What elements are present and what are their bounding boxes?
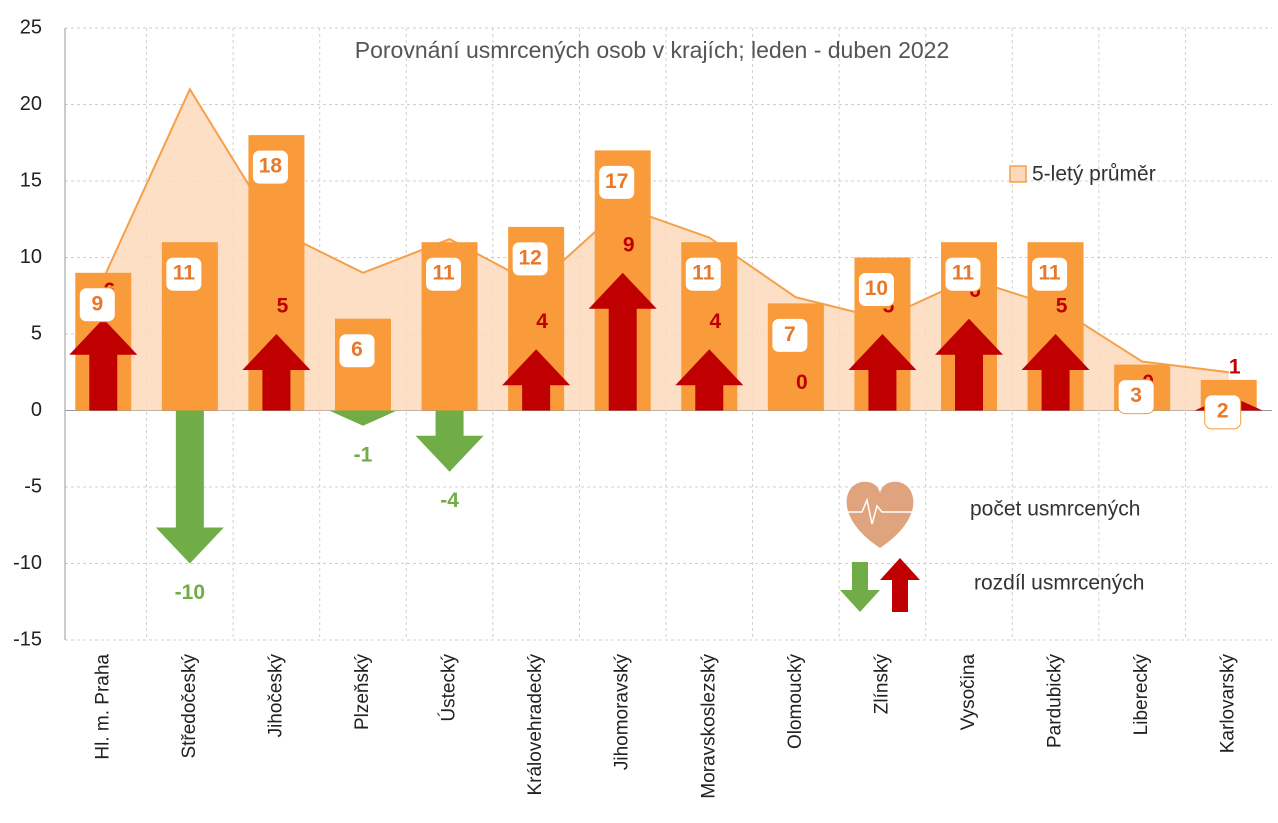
- bar-value-text: 3: [1130, 384, 1142, 407]
- pulse-icon: [835, 497, 930, 525]
- x-tick-label: Jihomoravský: [612, 654, 633, 771]
- arrow-value-label: 4: [536, 310, 548, 333]
- label-box: [511, 241, 549, 277]
- arrow-value-label: -4: [440, 489, 459, 512]
- label-box: [598, 164, 636, 200]
- bar-value-text: 18: [259, 155, 283, 178]
- bar-value-label: 6: [338, 333, 376, 369]
- label-box: [1031, 256, 1069, 292]
- legend-label: 5-letý průměr: [1032, 163, 1156, 186]
- x-tick-label: Hl. m. Praha: [92, 654, 113, 760]
- bar-value-text: 11: [432, 262, 455, 285]
- x-tick-label: Olomoucký: [785, 654, 806, 750]
- x-tick-label: Plzeňský: [352, 654, 373, 731]
- bar-value-label: 2: [1204, 394, 1242, 430]
- bar-value-text: 11: [692, 262, 715, 285]
- up-arrow-icon: [880, 558, 920, 612]
- bar-value-text: 12: [518, 246, 541, 269]
- arrow: [69, 318, 138, 411]
- arrow-value-label: -1: [354, 443, 373, 466]
- arrow: [242, 334, 311, 411]
- arrow: [588, 272, 657, 411]
- arrow: [155, 410, 224, 564]
- bar-value-label: 11: [1031, 256, 1069, 292]
- label-box: [771, 317, 809, 353]
- bar-value-text: 11: [952, 262, 975, 285]
- x-tick-label: Zlínský: [871, 654, 892, 715]
- label-box: [338, 333, 376, 369]
- y-tick-label: 5: [31, 322, 42, 344]
- bar-value-label: 11: [165, 256, 203, 292]
- y-tick-label: 15: [20, 169, 42, 191]
- x-tick-label: Vysočina: [958, 654, 979, 731]
- label-box: [944, 256, 982, 292]
- bar-value-label: 3: [1117, 379, 1155, 415]
- arrow: [1021, 334, 1090, 411]
- bar-value-text: 7: [784, 323, 796, 346]
- down-arrow-icon: [840, 562, 880, 612]
- arrow-value-label: 5: [277, 295, 289, 318]
- arrow-value-label: 0: [796, 371, 808, 394]
- arrow-value-label: 4: [709, 310, 721, 333]
- bar-value-label: 10: [857, 272, 895, 307]
- bar-value-text: 11: [1038, 262, 1061, 285]
- bar-value-label: 17: [598, 164, 636, 200]
- legend-swatch: [1009, 165, 1027, 183]
- x-tick-label: Liberecký: [1131, 654, 1152, 736]
- legend-label: počet usmrcených: [970, 498, 1140, 521]
- x-tick-label: Jihočeský: [265, 654, 286, 738]
- arrow: [502, 349, 571, 411]
- y-tick-label: 0: [31, 399, 42, 421]
- x-tick-label: Královehradecký: [525, 654, 546, 796]
- arrow-value-label: 1: [1229, 356, 1241, 379]
- bar-value-text: 2: [1217, 399, 1229, 422]
- legend-label: rozdíl usmrcených: [974, 572, 1144, 595]
- y-tick-label: 25: [20, 16, 42, 38]
- label-box: [1117, 379, 1155, 415]
- arrow-value-label: -10: [175, 581, 205, 604]
- bar-value-label: 12: [511, 241, 549, 277]
- bar-value-label: 11: [944, 256, 982, 292]
- label-box: [78, 287, 116, 323]
- arrow: [935, 318, 1003, 411]
- arrow: [675, 349, 744, 411]
- label-box: [251, 149, 289, 185]
- y-tick-label: -10: [13, 552, 42, 574]
- x-tick-label: Moravskoslezský: [698, 654, 719, 799]
- y-tick-label: 10: [20, 246, 42, 268]
- x-tick-label: Karlovarský: [1218, 654, 1239, 754]
- x-tick-label: Pardubický: [1045, 654, 1066, 748]
- x-tick-label: Středočeský: [179, 654, 200, 759]
- y-tick-label: -5: [24, 475, 42, 497]
- y-tick-label: -15: [13, 628, 42, 650]
- bar-value-label: 7: [771, 317, 809, 353]
- arrow-value-label: 9: [623, 233, 635, 256]
- x-tick-label: Ústecký: [438, 654, 460, 722]
- arrow: [329, 410, 397, 426]
- bar-value-text: 6: [351, 338, 363, 361]
- arrow: [848, 334, 917, 411]
- bar-value-label: 18: [251, 149, 289, 185]
- label-box: [425, 256, 463, 292]
- bar-value-label: 9: [78, 287, 116, 323]
- bar-value-text: 17: [605, 170, 628, 193]
- legend-icons: [835, 481, 930, 612]
- bar-value-text: 11: [173, 262, 196, 285]
- y-tick-label: 20: [20, 93, 42, 115]
- label-box: [857, 272, 895, 307]
- bar-value-text: 10: [865, 277, 888, 300]
- label-box: [1204, 394, 1242, 430]
- arrow-value-label: 5: [1056, 295, 1068, 318]
- label-box: [684, 256, 722, 292]
- label-box: [165, 256, 203, 292]
- chart-title: Porovnání usmrcených osob v krajích; led…: [355, 37, 950, 63]
- bar-value-label: 11: [425, 256, 463, 292]
- bar-value-label: 11: [684, 256, 722, 292]
- arrow: [415, 410, 484, 472]
- bar-value-text: 9: [91, 292, 103, 315]
- heart-icon: [846, 481, 914, 548]
